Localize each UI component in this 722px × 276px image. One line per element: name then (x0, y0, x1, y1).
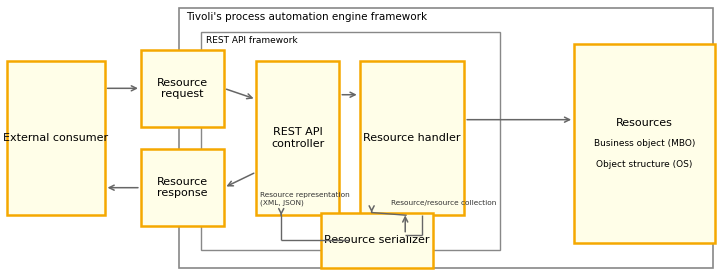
FancyBboxPatch shape (321, 213, 433, 268)
FancyBboxPatch shape (574, 44, 715, 243)
Text: Resource/resource collection: Resource/resource collection (391, 200, 496, 206)
Text: Resource representation
(XML, JSON): Resource representation (XML, JSON) (261, 192, 350, 206)
FancyBboxPatch shape (7, 61, 105, 215)
Text: Resource handler: Resource handler (363, 133, 461, 143)
FancyBboxPatch shape (141, 149, 224, 226)
FancyBboxPatch shape (256, 61, 339, 215)
Text: REST API
controller: REST API controller (271, 127, 324, 149)
Text: Object structure (OS): Object structure (OS) (596, 160, 692, 169)
Text: REST API framework: REST API framework (206, 36, 298, 45)
Text: Resource serializer: Resource serializer (324, 235, 430, 245)
Text: Tivoli's process automation engine framework: Tivoli's process automation engine frame… (186, 12, 427, 22)
FancyBboxPatch shape (360, 61, 464, 215)
Bar (179, 8, 713, 268)
Bar (201, 32, 500, 250)
Text: External consumer: External consumer (4, 133, 108, 143)
Text: Business object (MBO): Business object (MBO) (593, 139, 695, 148)
FancyBboxPatch shape (141, 50, 224, 127)
Text: Resources: Resources (616, 118, 673, 128)
Text: Resource
request: Resource request (157, 78, 208, 99)
Text: Resource
response: Resource response (157, 177, 208, 198)
